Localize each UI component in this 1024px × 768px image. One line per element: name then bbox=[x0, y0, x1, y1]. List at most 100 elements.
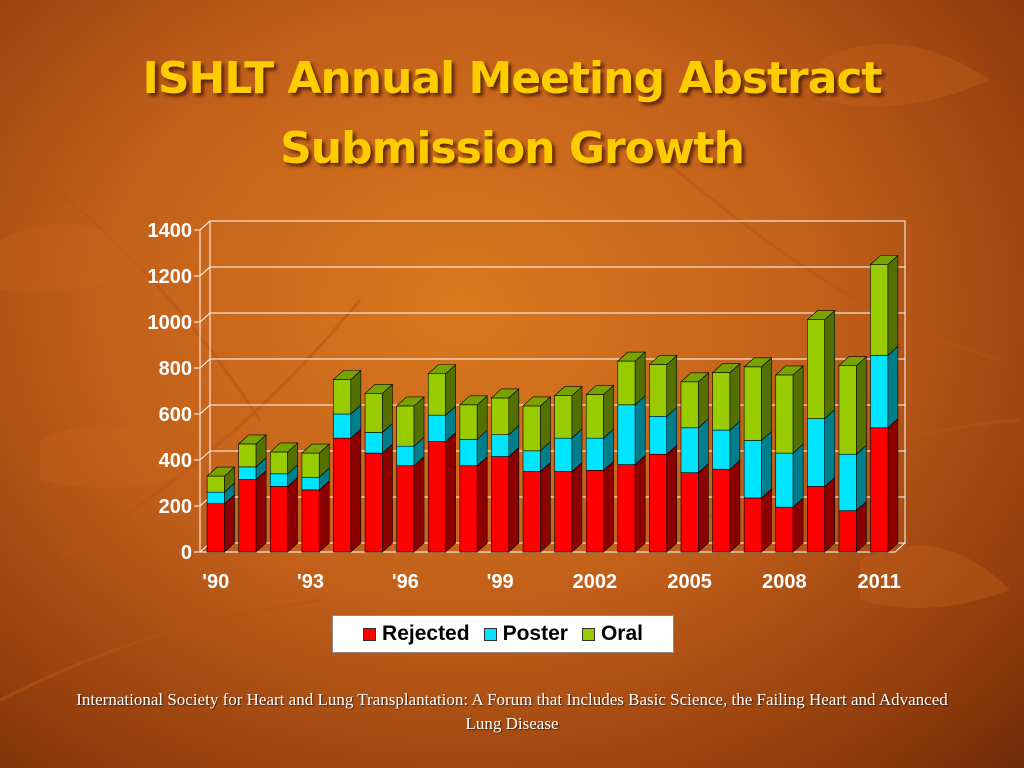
gridline-diagonal bbox=[199, 312, 211, 323]
bar-front-oral bbox=[522, 405, 541, 452]
bar-segment-rejected bbox=[807, 476, 836, 553]
bar-segment-rejected bbox=[680, 462, 709, 553]
legend-label-poster: Poster bbox=[502, 622, 568, 645]
bar-side-rejected bbox=[634, 454, 646, 553]
bar-segment-rejected bbox=[459, 456, 488, 553]
bar-side-rejected bbox=[350, 428, 362, 553]
bar-side-oral bbox=[792, 365, 804, 454]
bar-front-rejected bbox=[712, 468, 731, 553]
bar-top-oral bbox=[269, 442, 299, 453]
bar-segment-rejected bbox=[743, 488, 772, 553]
bar-front-oral bbox=[364, 392, 383, 433]
bar-front-rejected bbox=[870, 427, 889, 553]
bar-front-poster bbox=[301, 476, 320, 491]
bar-front-oral bbox=[333, 379, 352, 415]
bar-front-rejected bbox=[396, 465, 415, 553]
legend-item-poster: Poster bbox=[483, 622, 568, 646]
bar-front-poster bbox=[459, 438, 478, 467]
bar-segment-rejected bbox=[333, 428, 362, 553]
slide-title: ISHLT Annual Meeting Abstract Submission… bbox=[0, 44, 1024, 184]
bar-front-poster bbox=[491, 434, 510, 457]
bar-top-oral bbox=[490, 388, 520, 399]
bar-side-rejected bbox=[824, 476, 836, 553]
bar-side-oral bbox=[824, 310, 836, 420]
bar-segment-oral bbox=[522, 396, 552, 452]
bar-top-oral bbox=[711, 363, 741, 373]
bar-side-poster bbox=[887, 345, 899, 429]
bar-side-oral bbox=[666, 354, 678, 417]
bar-segment-rejected bbox=[364, 443, 393, 553]
y-tick-label: 0 bbox=[181, 542, 192, 564]
x-tick-label: '99 bbox=[487, 571, 514, 593]
bar-segment-rejected bbox=[206, 494, 235, 553]
x-tick-label: 2002 bbox=[573, 571, 618, 593]
bar-segment-oral bbox=[490, 388, 520, 436]
bar-side-poster bbox=[856, 444, 867, 512]
bar-segment-poster bbox=[680, 418, 709, 474]
y-axis-tick-labels: 0 200 400 600 800 1000 1200 1400 bbox=[148, 220, 193, 564]
bar-side-oral bbox=[761, 357, 772, 442]
bar-front-oral bbox=[206, 475, 225, 493]
bar-segment-oral bbox=[774, 365, 804, 454]
bar-front-poster bbox=[775, 452, 794, 508]
bar-segment-oral bbox=[806, 310, 836, 420]
bar-top-oral bbox=[743, 357, 773, 368]
bar-side-rejected bbox=[540, 461, 551, 553]
bar-top-oral bbox=[774, 365, 804, 376]
bar-side-oral bbox=[540, 396, 551, 452]
bar-front-poster bbox=[206, 491, 225, 505]
bar-front-poster bbox=[680, 427, 699, 473]
bar-front-poster bbox=[649, 415, 668, 455]
bar-front-rejected bbox=[775, 506, 794, 553]
bar-front-rejected bbox=[238, 479, 257, 553]
bar-segment-poster bbox=[617, 395, 646, 466]
bar-segment-oral bbox=[838, 356, 868, 455]
bar-top-oral bbox=[617, 351, 646, 362]
bar-top-oral bbox=[395, 396, 425, 407]
x-tick-label: '96 bbox=[392, 571, 419, 593]
bar-front-rejected bbox=[364, 452, 383, 553]
bar-side-rejected bbox=[445, 431, 456, 553]
bar-front-poster bbox=[807, 418, 826, 487]
bar-front-oral bbox=[554, 395, 573, 439]
bar-front-oral bbox=[396, 405, 415, 447]
gridline-diagonal bbox=[199, 220, 211, 231]
bar-front-oral bbox=[617, 360, 636, 406]
bar-side-rejected bbox=[729, 459, 741, 553]
bar-side-poster bbox=[824, 408, 836, 488]
bar-segment-poster bbox=[522, 441, 551, 473]
bar-front-poster bbox=[522, 450, 541, 472]
bar-segment-oral bbox=[237, 434, 267, 468]
bar-front-oral bbox=[585, 394, 604, 439]
x-tick-label: 2008 bbox=[762, 571, 807, 593]
bar-segment-oral bbox=[553, 385, 583, 439]
bar-front-poster bbox=[585, 437, 604, 471]
slide-title-line1: ISHLT Annual Meeting Abstract bbox=[142, 53, 882, 104]
bar-top-oral bbox=[364, 383, 394, 394]
bar-top-oral bbox=[680, 372, 710, 383]
bar-side-rejected bbox=[476, 456, 488, 553]
bar-segment-rejected bbox=[870, 418, 899, 553]
bar-side-rejected bbox=[318, 480, 330, 553]
y-tick-label: 800 bbox=[159, 358, 192, 380]
bar-front-rejected bbox=[680, 472, 699, 553]
bar-segment-poster bbox=[712, 420, 741, 470]
y-tick-label: 1400 bbox=[148, 220, 193, 242]
legend-label-oral: Oral bbox=[600, 622, 643, 645]
bar-segment-rejected bbox=[396, 456, 425, 553]
bar-side-rejected bbox=[761, 488, 772, 553]
x-tick-label: '90 bbox=[202, 571, 229, 593]
legend-item-rejected: Rejected bbox=[363, 622, 470, 646]
bar-side-rejected bbox=[255, 469, 267, 553]
bar-segment-rejected bbox=[585, 460, 614, 553]
legend-swatch-poster bbox=[483, 627, 497, 641]
gridline-diagonal bbox=[199, 404, 211, 415]
gridline-diagonal bbox=[199, 450, 211, 461]
bar-front-rejected bbox=[491, 456, 510, 553]
bar-front-oral bbox=[775, 374, 794, 454]
bar-side-rejected bbox=[508, 446, 520, 553]
bar-segment-oral bbox=[459, 395, 488, 440]
bar-top-oral bbox=[522, 396, 552, 407]
bar-top-oral bbox=[237, 434, 267, 445]
